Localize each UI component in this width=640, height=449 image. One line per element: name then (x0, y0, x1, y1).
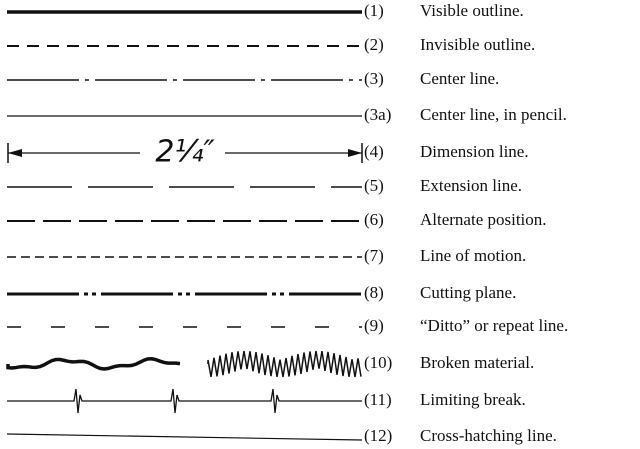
item-number: (10) (364, 353, 392, 372)
item-label: Center line, in pencil. (420, 105, 567, 124)
item-number: (3a) (364, 105, 391, 124)
limiting-break (7, 388, 362, 414)
broken-zigzag (207, 350, 362, 378)
arrowhead (348, 149, 362, 157)
item-label: Broken material. (420, 353, 534, 372)
item-number: (5) (364, 176, 384, 195)
item-number: (9) (364, 316, 384, 335)
item-number: (7) (364, 246, 384, 265)
item-number: (12) (364, 426, 392, 445)
item-number: (11) (364, 390, 392, 409)
item-number: (4) (364, 142, 384, 161)
item-label: Alternate position. (420, 210, 547, 229)
line-sample (6, 433, 363, 441)
item-label: Center line. (420, 69, 499, 88)
item-label: Visible outline. (420, 1, 524, 20)
item-number: (6) (364, 210, 384, 229)
item-label: Dimension line. (420, 142, 529, 161)
item-label: Cutting plane. (420, 283, 516, 302)
broken-wavy (6, 357, 181, 371)
item-label: Cross-hatching line. (420, 426, 557, 445)
item-label: Limiting break. (420, 390, 526, 409)
item-label: Extension line. (420, 176, 522, 195)
dimension-label: 2¼″ (155, 135, 215, 170)
item-number: (2) (364, 35, 384, 54)
item-number: (1) (364, 1, 384, 20)
item-label: Line of motion. (420, 246, 526, 265)
item-number: (3) (364, 69, 384, 88)
item-label: Invisible outline. (420, 35, 535, 54)
line-samples (6, 10, 363, 441)
item-number: (8) (364, 283, 384, 302)
item-label: “Ditto” or repeat line. (420, 316, 568, 335)
arrowhead (8, 149, 22, 157)
